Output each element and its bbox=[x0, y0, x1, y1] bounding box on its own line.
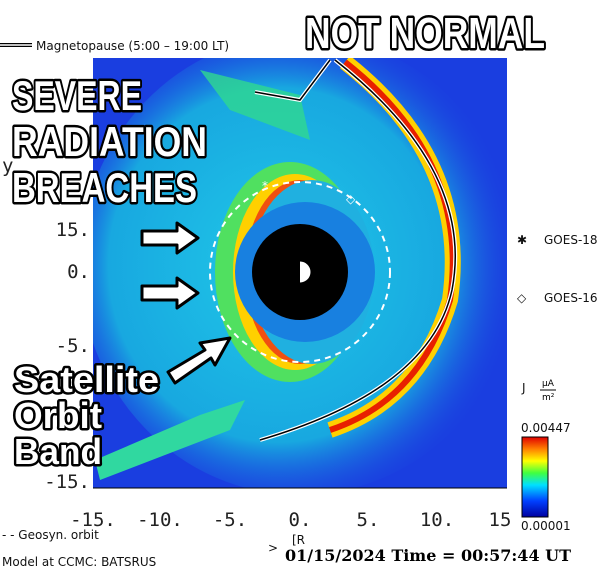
colorbar-unit: m² bbox=[542, 393, 555, 403]
sat-marker: ✱ bbox=[517, 233, 527, 247]
colorbar-max: 0.00447 bbox=[521, 421, 571, 435]
overlay-title: NOT NORMAL bbox=[305, 9, 545, 58]
overlay-left: RADIATION bbox=[12, 118, 207, 165]
x-tick-label: 5. bbox=[357, 509, 380, 531]
colorbar-unit: μA bbox=[542, 379, 555, 389]
y-tick-label: -5. bbox=[56, 335, 90, 357]
timestamp: 01/15/2024 Time = 00:57:44 UT bbox=[285, 546, 571, 565]
x-tick-label: -5. bbox=[213, 509, 247, 531]
model-label: Model at CCMC: BATSRUS bbox=[2, 555, 156, 569]
x-axis-label: [R bbox=[292, 533, 305, 547]
y-tick-label: 15. bbox=[56, 219, 90, 241]
y-tick-label: -15. bbox=[44, 471, 90, 493]
x-tick-label: 15 bbox=[489, 509, 512, 531]
overlay-bottom: Satellite bbox=[14, 359, 159, 400]
x-tick-label: 10. bbox=[420, 509, 454, 531]
x-tick-label: 0. bbox=[289, 509, 312, 531]
y-tick-label: 0. bbox=[67, 261, 90, 283]
overlay-left: BREACHES bbox=[12, 164, 197, 211]
arrows bbox=[140, 221, 232, 385]
legend-magnetopause: Magnetopause (5:00 – 19:00 LT) bbox=[36, 39, 229, 53]
y-axis-label: y bbox=[2, 155, 13, 177]
colorbar-label: J bbox=[521, 381, 526, 395]
colorbar bbox=[521, 436, 549, 518]
overlay-left: SEVERE bbox=[12, 72, 142, 119]
sat-name: GOES-16 bbox=[544, 291, 598, 305]
legend-geosync: - - Geosyn. orbit bbox=[2, 528, 99, 542]
sat-marker: ◇ bbox=[517, 291, 527, 305]
overlay-bottom: Orbit bbox=[14, 395, 102, 436]
y-ticks: 15. 0. -5. -15. bbox=[44, 219, 90, 493]
x-tick-label: -10. bbox=[137, 509, 183, 531]
sat-name: GOES-18 bbox=[544, 233, 598, 247]
x-ticks: -15. -10. -5. 0. 5. 10. 15 bbox=[70, 509, 511, 531]
overlay-bottom: Band bbox=[14, 431, 102, 472]
x-tick-label: -15. bbox=[70, 509, 116, 531]
svg-text:◇: ◇ bbox=[346, 192, 356, 206]
svg-text:*: * bbox=[262, 179, 268, 193]
colorbar-min: 0.00001 bbox=[521, 519, 571, 533]
field-plot: * ◇ bbox=[93, 58, 507, 488]
caret: > bbox=[268, 541, 278, 555]
